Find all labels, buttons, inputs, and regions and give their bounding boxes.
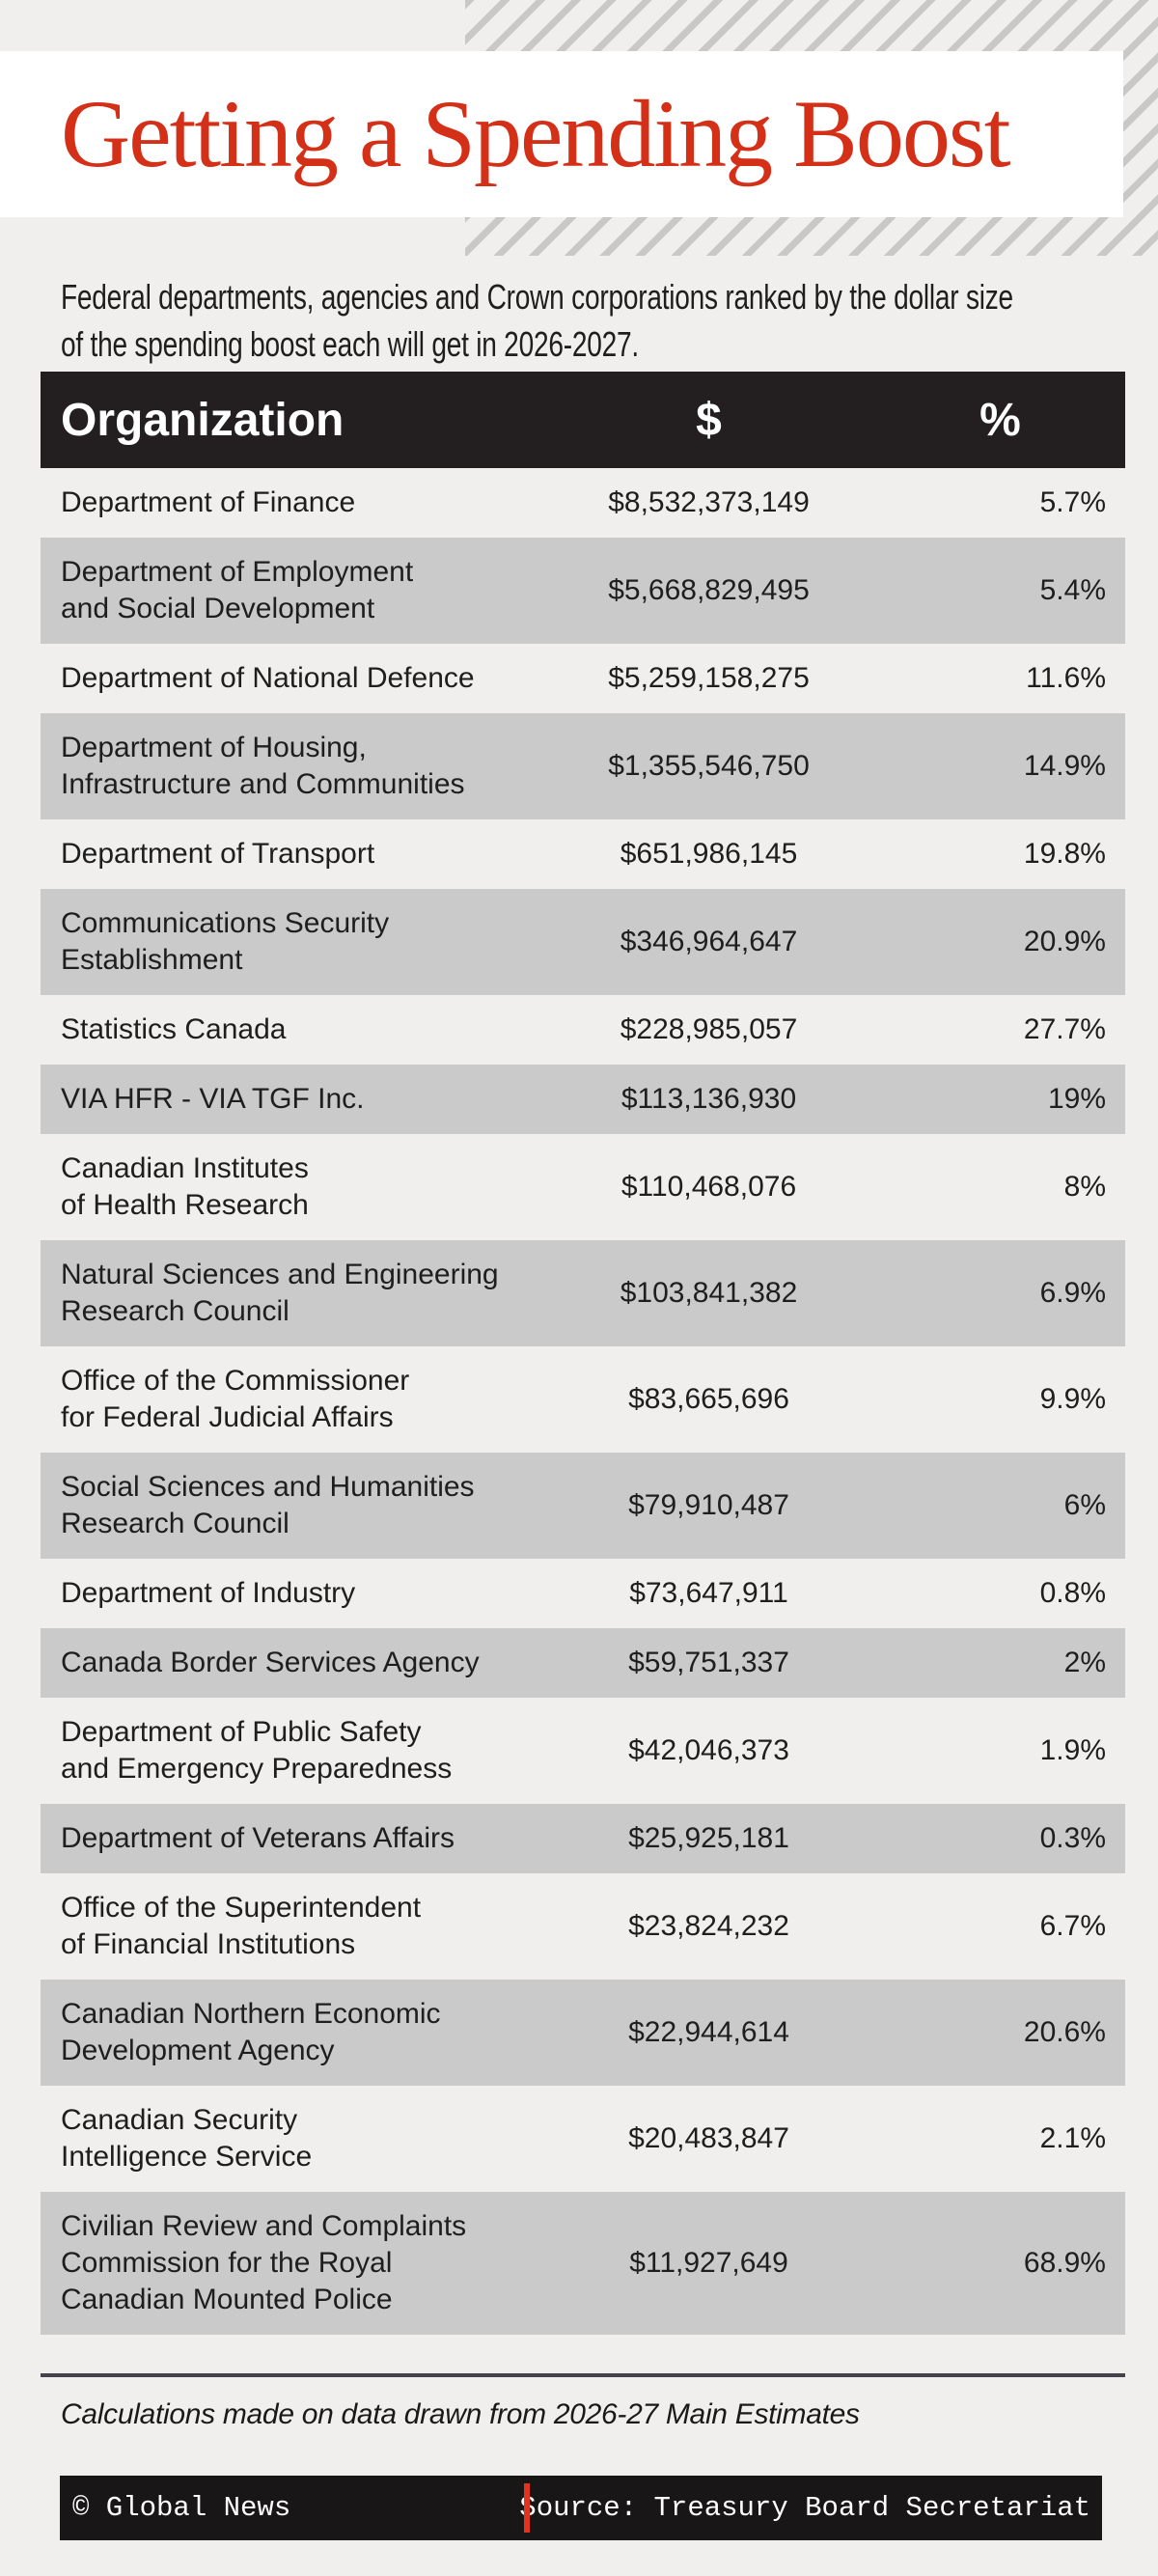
org-cell: Department of Employment and Social Deve…	[61, 556, 414, 624]
footer-credit: © Global News	[72, 2492, 291, 2524]
table-row: Department of Employment and Social Deve…	[41, 538, 1125, 644]
percent-cell: 20.6%	[1023, 2016, 1106, 2048]
amount-cell: $228,985,057	[620, 1013, 798, 1045]
percent-cell: 0.8%	[1039, 1577, 1106, 1609]
org-cell: Canadian Institutes of Health Research	[61, 1152, 309, 1221]
org-cell: Office of the Commissioner for Federal J…	[61, 1365, 410, 1433]
percent-cell: 6%	[1063, 1489, 1106, 1521]
percent-cell: 27.7%	[1023, 1013, 1106, 1045]
org-cell: Statistics Canada	[61, 1013, 287, 1045]
amount-cell: $20,483,847	[628, 2122, 789, 2154]
percent-cell: 2%	[1063, 1647, 1106, 1678]
org-cell: Canada Border Services Agency	[61, 1647, 480, 1678]
subtitle: Federal departments, agencies and Crown …	[61, 277, 1013, 364]
amount-cell: $79,910,487	[628, 1489, 789, 1521]
percent-cell: 8%	[1063, 1171, 1106, 1203]
table-row: Department of Public Safety and Emergenc…	[41, 1698, 1125, 1804]
percent-cell: 9.9%	[1039, 1383, 1106, 1415]
table-row: Department of Veterans Affairs $25,925,18…	[41, 1804, 1125, 1873]
org-cell: Department of Public Safety and Emergenc…	[61, 1716, 453, 1785]
amount-cell: $113,136,930	[620, 1083, 797, 1115]
table-row: Social Sciences and Humanities Research …	[41, 1453, 1125, 1559]
org-cell: Office of the Superintendent of Financia…	[61, 1892, 422, 1960]
table-row: Communications Security Establishment $34…	[41, 889, 1125, 995]
table-row: Department of Finance $8,532,373,149 5.7%	[41, 468, 1125, 538]
amount-cell: $83,665,696	[628, 1383, 789, 1415]
footer-bar: © Global News Source: Treasury Board Sec…	[60, 2476, 1102, 2540]
footer-source: Source: Treasury Board Secretariat	[519, 2492, 1090, 2524]
org-cell: Civilian Review and Complaints Commissio…	[61, 2210, 467, 2315]
org-cell: Department of Veterans Affairs	[61, 1822, 455, 1854]
table-row: Department of Housing, Infrastructure an…	[41, 713, 1125, 819]
calculation-note: Calculations made on data drawn from 202…	[61, 2398, 860, 2430]
amount-cell: $651,986,145	[620, 838, 798, 870]
table-body: Department of Finance $8,532,373,149 5.7% D…	[41, 468, 1125, 2335]
column-header-dollar: $	[696, 394, 722, 446]
table-row: Office of the Superintendent of Financia…	[41, 1873, 1125, 1980]
table-row: Department of National Defence $5,259,158…	[41, 644, 1125, 713]
table-row: Office of the Commissioner for Federal J…	[41, 1346, 1125, 1453]
amount-cell: $346,964,647	[620, 926, 798, 957]
table-row: Canadian Security Intelligence Service $2…	[41, 2086, 1125, 2192]
divider-rule	[41, 2373, 1125, 2377]
amount-cell: $23,824,232	[628, 1910, 789, 1942]
percent-cell: 11.6%	[1026, 662, 1106, 694]
org-cell: Department of National Defence	[61, 662, 475, 694]
amount-cell: $5,259,158,275	[608, 662, 810, 694]
table-row: Department of Transport $651,986,145 19.8%	[41, 819, 1125, 889]
amount-cell: $59,751,337	[628, 1647, 789, 1678]
table-row: Department of Industry $73,647,911 0.8%	[41, 1559, 1125, 1628]
table-row: Canadian Institutes of Health Research $1…	[41, 1134, 1125, 1240]
percent-cell: 1.9%	[1039, 1734, 1106, 1766]
org-cell: Department of Finance	[61, 486, 356, 518]
percent-cell: 5.4%	[1039, 574, 1106, 606]
percent-cell: 20.9%	[1023, 926, 1106, 957]
percent-cell: 68.9%	[1023, 2247, 1106, 2279]
org-cell: Canadian Northern Economic Development A…	[61, 1998, 441, 2066]
amount-cell: $42,046,373	[628, 1734, 789, 1766]
table-row: Canada Border Services Agency $59,751,337…	[41, 1628, 1125, 1698]
page-title: Getting a Spending Boost	[61, 80, 1011, 187]
amount-cell: $22,944,614	[628, 2016, 789, 2048]
amount-cell: $103,841,382	[620, 1277, 798, 1309]
percent-cell: 14.9%	[1023, 750, 1106, 782]
org-cell: Department of Transport	[61, 838, 375, 870]
column-header-organization: Organization	[61, 394, 345, 446]
amount-cell: $110,468,076	[620, 1171, 797, 1203]
amount-cell: $1,355,546,750	[608, 750, 810, 782]
percent-cell: 5.7%	[1039, 486, 1106, 518]
org-cell: Communications Security Establishment	[61, 907, 390, 976]
amount-cell: $25,925,181	[628, 1822, 789, 1854]
org-cell: Natural Sciences and Engineering Researc…	[61, 1259, 499, 1327]
org-cell: VIA HFR - VIA TGF Inc.	[61, 1083, 365, 1115]
footer-red-divider	[524, 2483, 530, 2533]
amount-cell: $73,647,911	[629, 1577, 788, 1609]
table-row: VIA HFR - VIA TGF Inc. $113,136,930 19%	[41, 1065, 1125, 1134]
percent-cell: 19%	[1047, 1083, 1106, 1115]
org-cell: Canadian Security Intelligence Service	[61, 2104, 313, 2173]
table-row: Natural Sciences and Engineering Researc…	[41, 1240, 1125, 1346]
org-cell: Social Sciences and Humanities Research …	[61, 1471, 475, 1539]
title-band: Getting a Spending Boost	[0, 51, 1123, 217]
table-row: Civilian Review and Complaints Commissio…	[41, 2192, 1125, 2335]
table-row: Statistics Canada $228,985,057 27.7%	[41, 995, 1125, 1065]
spending-table: Organization $ % Department of Finance $8…	[41, 372, 1125, 2335]
amount-cell: $5,668,829,495	[608, 574, 810, 606]
percent-cell: 6.7%	[1039, 1910, 1106, 1942]
org-cell: Department of Housing, Infrastructure an…	[61, 732, 465, 800]
percent-cell: 19.8%	[1023, 838, 1106, 870]
percent-cell: 2.1%	[1039, 2122, 1106, 2154]
percent-cell: 6.9%	[1039, 1277, 1106, 1309]
org-cell: Department of Industry	[61, 1577, 356, 1609]
table-row: Canadian Northern Economic Development A…	[41, 1980, 1125, 2086]
table-header-row: Organization $ %	[41, 372, 1125, 468]
column-header-percent: %	[979, 394, 1021, 446]
percent-cell: 0.3%	[1039, 1822, 1106, 1854]
amount-cell: $8,532,373,149	[608, 486, 810, 518]
amount-cell: $11,927,649	[629, 2247, 788, 2279]
